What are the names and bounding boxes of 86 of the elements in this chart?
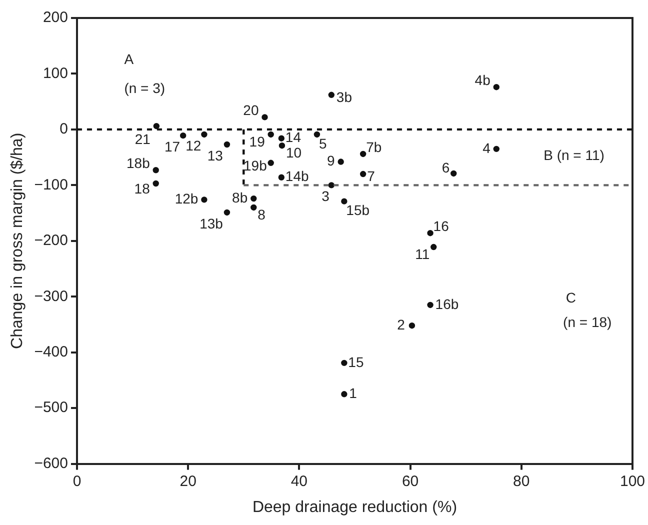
point bbox=[268, 160, 274, 166]
point bbox=[341, 360, 348, 366]
annotation: 6 bbox=[442, 159, 450, 176]
x-axis-title: Deep drainage reduction (%) bbox=[252, 498, 458, 516]
point bbox=[224, 209, 230, 216]
point bbox=[314, 131, 320, 138]
annotation: (n = 18) bbox=[563, 314, 612, 330]
point bbox=[493, 146, 500, 152]
point bbox=[278, 135, 285, 142]
x-tick-label: 20 bbox=[180, 472, 196, 490]
point bbox=[262, 114, 268, 120]
annotation: 16 bbox=[433, 218, 450, 234]
annotation: 3 bbox=[322, 188, 330, 204]
y-tick-label: −200 bbox=[34, 232, 68, 250]
point bbox=[180, 132, 186, 139]
point bbox=[341, 198, 348, 204]
point bbox=[153, 123, 160, 130]
annotation: 4b bbox=[474, 72, 491, 88]
annotation: 7b bbox=[366, 138, 382, 155]
point bbox=[250, 204, 257, 211]
annotation: 8b bbox=[232, 189, 248, 206]
y-tick-label: −100 bbox=[34, 176, 68, 194]
annotation: 17 bbox=[164, 138, 180, 154]
annotation: 15b bbox=[346, 202, 370, 218]
point bbox=[360, 170, 366, 178]
x-tick-label: 60 bbox=[402, 472, 419, 490]
annotation: 15 bbox=[348, 354, 364, 370]
point bbox=[408, 322, 416, 329]
annotation: 9 bbox=[327, 152, 336, 169]
y-tick-label: 100 bbox=[42, 64, 68, 82]
point bbox=[201, 131, 208, 138]
annotation: 19 bbox=[249, 133, 266, 150]
annotation: 7 bbox=[367, 168, 376, 184]
annotation: 16b bbox=[435, 296, 459, 312]
annotation: 14 bbox=[285, 129, 302, 146]
x-tick-label: 0 bbox=[72, 472, 82, 490]
annotation: 21 bbox=[134, 130, 151, 147]
annotation: 4 bbox=[482, 140, 491, 156]
annotation: 2 bbox=[397, 316, 406, 332]
point bbox=[427, 230, 434, 236]
annotation: 14b bbox=[285, 168, 309, 184]
annotation: 3b bbox=[336, 88, 352, 105]
point bbox=[152, 180, 159, 187]
point bbox=[152, 167, 159, 174]
annotation: 13b bbox=[200, 215, 224, 232]
annotation: 8 bbox=[258, 206, 266, 222]
annotation: 5 bbox=[318, 135, 327, 152]
annotation: A bbox=[124, 51, 134, 68]
y-tick-label: −500 bbox=[34, 399, 68, 416]
annotation: 1 bbox=[349, 385, 358, 402]
point bbox=[268, 131, 274, 138]
point bbox=[224, 141, 230, 148]
y-tick-label: −300 bbox=[34, 288, 68, 305]
annotation: 13 bbox=[207, 147, 224, 164]
point bbox=[338, 158, 344, 165]
point bbox=[450, 170, 457, 177]
point bbox=[427, 302, 434, 308]
annotation: C bbox=[566, 290, 576, 306]
annotation: 19b bbox=[243, 158, 268, 174]
point bbox=[250, 195, 257, 202]
y-tick-label: 200 bbox=[42, 9, 68, 26]
point bbox=[360, 150, 366, 158]
annotation: B (n = 11) bbox=[544, 147, 604, 164]
annotation: 11 bbox=[415, 246, 430, 262]
x-tick-label: 80 bbox=[513, 472, 530, 490]
y-tick-label: −600 bbox=[34, 454, 68, 472]
point bbox=[278, 142, 286, 149]
point bbox=[493, 84, 500, 90]
annotation: 18b bbox=[126, 154, 150, 171]
point bbox=[278, 174, 285, 180]
point bbox=[201, 196, 208, 203]
x-tick-label: 40 bbox=[290, 472, 308, 490]
annotation: 20 bbox=[243, 102, 259, 118]
annotation: 12b bbox=[174, 190, 198, 207]
annotation: 12 bbox=[186, 137, 202, 154]
x-tick-label: 100 bbox=[620, 472, 645, 490]
y-tick-label: −400 bbox=[34, 343, 68, 360]
annotation: (n = 3) bbox=[124, 80, 166, 96]
annotation: 18 bbox=[134, 180, 150, 196]
y-axis-title: Change in gross margin ($/ha) bbox=[9, 132, 26, 349]
annotation: 10 bbox=[286, 144, 302, 160]
y-tick-label: 0 bbox=[60, 120, 68, 138]
point bbox=[328, 92, 335, 98]
point bbox=[328, 182, 335, 188]
point bbox=[341, 391, 348, 398]
point bbox=[430, 244, 437, 250]
